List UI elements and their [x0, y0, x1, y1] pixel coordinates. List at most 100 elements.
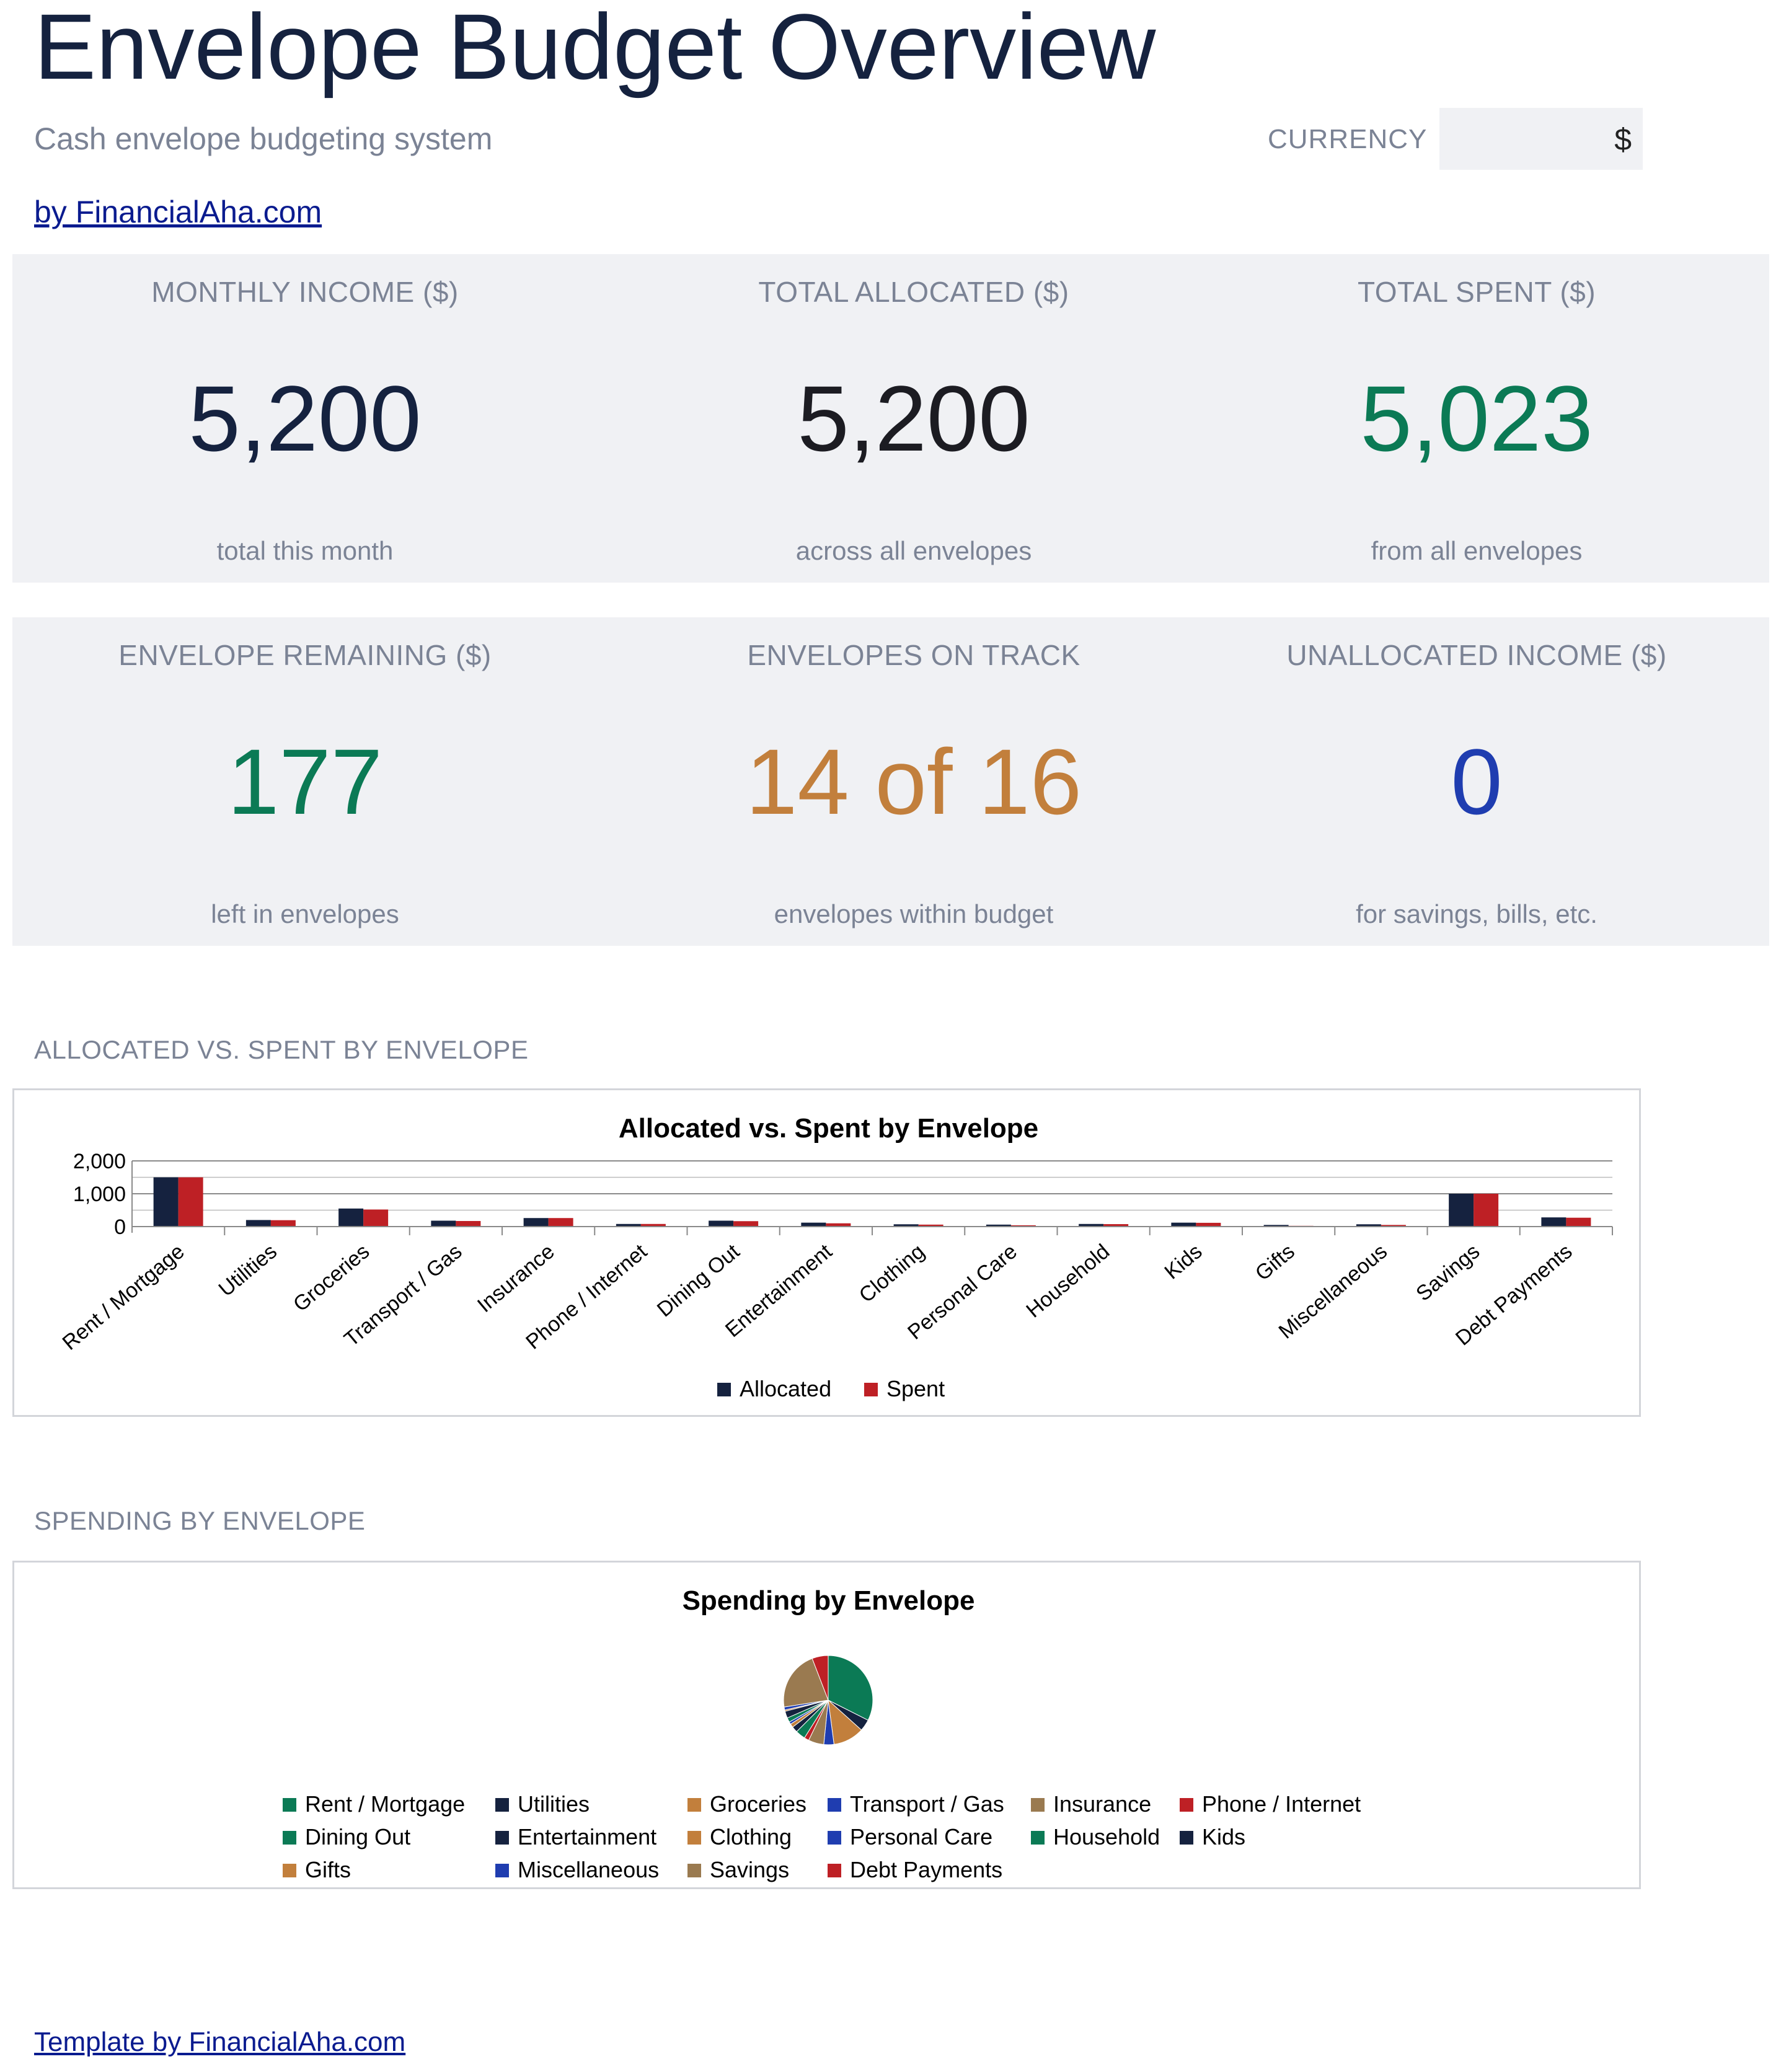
kpi-label: ENVELOPE REMAINING ($) — [118, 639, 492, 671]
y-tick-label: 0 — [114, 1215, 126, 1239]
bar-spent — [640, 1223, 666, 1227]
bar-spent — [1474, 1194, 1499, 1227]
bar-spent — [1196, 1222, 1221, 1227]
legend-label: Allocated — [740, 1376, 831, 1401]
pie-slice — [783, 1658, 829, 1708]
footer-template-link[interactable]: Template by FinancialAha.com — [34, 2027, 406, 2057]
section-heading-pie: SPENDING BY ENVELOPE — [34, 1506, 366, 1535]
legend-swatch — [283, 1798, 296, 1812]
bar-spent — [918, 1224, 944, 1227]
brand-link[interactable]: by FinancialAha.com — [34, 195, 322, 229]
legend-label: Miscellaneous — [518, 1857, 659, 1882]
pie-chart-frame: Spending by Envelope Rent / Mortgage Utili… — [12, 1561, 1641, 1889]
legend-label: Dining Out — [305, 1824, 410, 1849]
legend-label: Kids — [1202, 1824, 1245, 1849]
legend-label: Phone / Internet — [1202, 1791, 1361, 1817]
bar-spent — [363, 1209, 389, 1227]
bar-chart-title: Allocated vs. Spent by Envelope — [619, 1113, 1038, 1144]
kpi-value: 0 — [1451, 730, 1503, 834]
bar-spent — [1381, 1225, 1406, 1227]
bar-spent — [178, 1177, 203, 1227]
legend-swatch — [1031, 1831, 1045, 1845]
bar-allocated — [616, 1223, 641, 1227]
bar-spent — [1103, 1224, 1129, 1227]
bar-allocated — [245, 1220, 271, 1227]
currency-input[interactable]: $ — [1439, 108, 1643, 170]
kpi-value: 14 of 16 — [745, 730, 1082, 834]
legend-label: Clothing — [710, 1824, 792, 1849]
kpi-value: 5,200 — [797, 366, 1030, 470]
legend-label: Savings — [710, 1857, 789, 1882]
kpi-label: MONTHLY INCOME ($) — [151, 276, 459, 308]
bar-allocated — [1079, 1223, 1104, 1227]
kpi-monthly-income: MONTHLY INCOME ($) 5,200 total this mont… — [12, 254, 598, 583]
bar-spent — [456, 1220, 481, 1227]
legend-label: Insurance — [1053, 1791, 1151, 1817]
bar-spent — [733, 1221, 759, 1227]
page-title: Envelope Budget Overview — [34, 0, 1156, 99]
bar-spent — [1010, 1225, 1036, 1227]
kpi-caption: from all envelopes — [1371, 536, 1583, 565]
bar-allocated — [893, 1224, 919, 1227]
kpi-value: 177 — [227, 730, 383, 834]
x-tick-label: Insurance — [473, 1240, 559, 1317]
bar-allocated — [1356, 1224, 1381, 1227]
bar-allocated — [1171, 1222, 1196, 1227]
legend-swatch — [1180, 1798, 1193, 1812]
kpi-unallocated-income: UNALLOCATED INCOME ($) 0 for savings, bi… — [1184, 617, 1769, 946]
legend-swatch — [495, 1864, 509, 1877]
bar-allocated — [1263, 1225, 1289, 1227]
legend-label: Groceries — [710, 1791, 807, 1817]
bar-allocated — [153, 1177, 179, 1227]
x-tick-label: Utilities — [214, 1240, 281, 1302]
kpi-caption: left in envelopes — [211, 899, 399, 928]
y-tick-label: 2,000 — [73, 1150, 126, 1173]
legend-swatch — [828, 1864, 841, 1877]
kpi-envelope-remaining: ENVELOPE REMAINING ($) 177 left in envel… — [12, 617, 598, 946]
legend-label: Transport / Gas — [850, 1791, 1004, 1817]
legend-label: Debt Payments — [850, 1857, 1002, 1882]
kpi-caption: total this month — [216, 536, 394, 565]
bar-allocated — [986, 1224, 1011, 1227]
x-tick-label: Groceries — [289, 1240, 374, 1316]
legend-swatch — [495, 1798, 509, 1812]
y-tick-label: 1,000 — [73, 1183, 126, 1206]
kpi-caption: for savings, bills, etc. — [1356, 899, 1598, 928]
kpi-label: UNALLOCATED INCOME ($) — [1286, 639, 1667, 671]
kpi-total-allocated: TOTAL ALLOCATED ($) 5,200 across all env… — [621, 254, 1206, 583]
legend-swatch — [1180, 1831, 1193, 1845]
bar-allocated — [709, 1220, 734, 1227]
x-tick-label: Rent / Mortgage — [58, 1240, 189, 1355]
legend-swatch — [283, 1864, 296, 1877]
x-tick-label: Household — [1022, 1240, 1114, 1323]
legend-swatch — [687, 1798, 701, 1812]
x-tick-label: Clothing — [855, 1240, 929, 1307]
legend-label: Gifts — [305, 1857, 351, 1882]
bar-chart-frame: Allocated vs. Spent by Envelope 0 1,000 2,0… — [12, 1088, 1641, 1417]
kpi-envelopes-on-track: ENVELOPES ON TRACK 14 of 16 envelopes wi… — [621, 617, 1206, 946]
kpi-label: TOTAL SPENT ($) — [1357, 276, 1596, 308]
kpi-value: 5,023 — [1360, 366, 1593, 470]
bar-allocated — [338, 1208, 364, 1227]
legend-swatch — [687, 1864, 701, 1877]
kpi-caption: envelopes within budget — [774, 899, 1054, 928]
bar-allocated — [523, 1218, 549, 1227]
section-heading-bar: ALLOCATED VS. SPENT BY ENVELOPE — [34, 1035, 529, 1064]
x-tick-label: Gifts — [1251, 1240, 1299, 1285]
legend-label: Spent — [886, 1376, 945, 1401]
legend-label: Rent / Mortgage — [305, 1791, 465, 1817]
bar-spent — [270, 1220, 296, 1227]
bar-spent — [548, 1218, 573, 1227]
bar-chart: Allocated vs. Spent by Envelope 0 1,000 2,0… — [58, 1113, 1613, 1401]
currency-value: $ — [1614, 122, 1632, 157]
kpi-caption: across all envelopes — [795, 536, 1032, 565]
legend-swatch — [828, 1831, 841, 1845]
legend-swatch — [717, 1383, 731, 1396]
bar-allocated — [1449, 1194, 1474, 1227]
currency-label: CURRENCY — [1268, 124, 1428, 154]
pie-chart-title: Spending by Envelope — [683, 1585, 975, 1616]
legend-swatch — [828, 1798, 841, 1812]
legend-label: Entertainment — [518, 1824, 656, 1849]
kpi-panel-summary: MONTHLY INCOME ($) 5,200 total this mont… — [12, 254, 1769, 583]
x-tick-label: Dining Out — [653, 1240, 745, 1322]
